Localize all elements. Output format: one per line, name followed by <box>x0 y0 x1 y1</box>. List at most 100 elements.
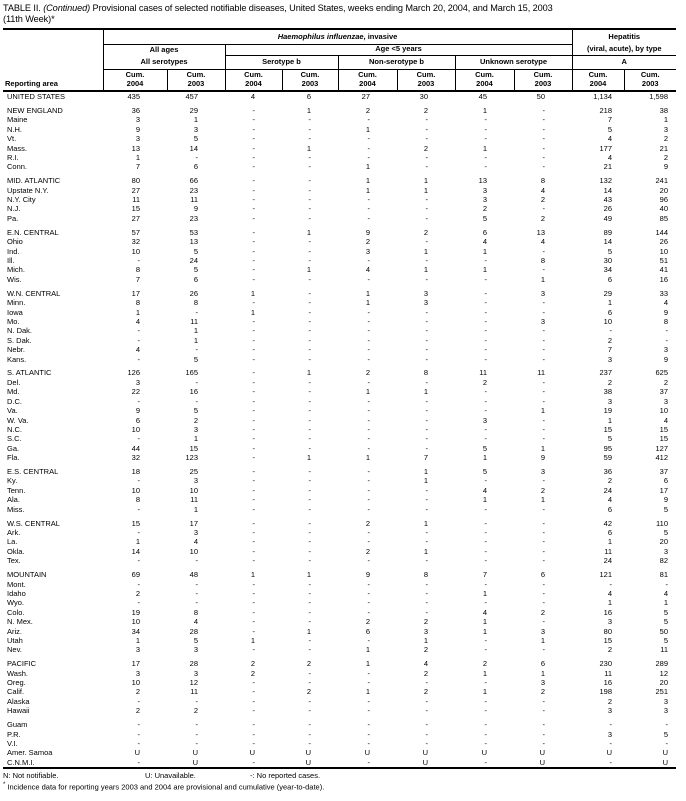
reporting-area-cell: Iowa <box>7 307 23 317</box>
value-cell: - <box>425 527 429 537</box>
value-cell: U <box>481 748 487 758</box>
value-cell: - <box>308 326 312 336</box>
value-cell: - <box>195 739 199 748</box>
value-cell: - <box>425 739 429 748</box>
value-cell: - <box>252 256 256 265</box>
value-cell: 2 <box>250 668 255 678</box>
value-cell: - <box>542 105 546 115</box>
table-row: Calif. 2 11 - 2 1 2 1 2 198 251 <box>3 687 676 696</box>
value-cell: - <box>425 162 429 172</box>
value-cell: 4 <box>423 659 428 669</box>
value-cell: - <box>484 504 488 514</box>
value-cell: - <box>308 588 312 598</box>
value-cell: - <box>367 706 371 716</box>
value-cell: - <box>425 537 429 547</box>
value-cell: 26 <box>659 237 669 247</box>
table-row: Oreg. 10 12 - - - - - 3 16 20 <box>3 678 676 687</box>
table-row: Nebr. 4 - - - - - - - 7 3 <box>3 345 676 354</box>
value-cell: - <box>484 124 488 134</box>
value-cell: - <box>252 237 256 247</box>
value-cell: 2 <box>423 687 428 697</box>
value-cell: - <box>252 204 256 214</box>
value-cell: 3 <box>540 467 546 477</box>
reporting-area-cell: Okla. <box>7 546 25 556</box>
value-cell: - <box>308 288 312 298</box>
value-cell: 3 <box>482 415 487 425</box>
reporting-area-cell: Va. <box>7 406 18 416</box>
value-cell: 6 <box>607 307 613 317</box>
reporting-area-cell: Wis. <box>7 274 22 284</box>
value-cell: 3 <box>540 288 546 298</box>
value-cell: 1 <box>607 598 613 608</box>
value-cell: 1 <box>250 288 255 298</box>
value-cell: - <box>484 706 488 716</box>
table-row: Tex. - - - - - - - - 24 82 <box>3 556 676 565</box>
value-cell: 16 <box>603 678 613 688</box>
value-cell: - <box>484 729 488 739</box>
value-cell: 1 <box>365 288 370 298</box>
value-cell: 37 <box>659 387 669 397</box>
value-cell: - <box>425 485 429 495</box>
reporting-area-cell: Wyo. <box>7 598 25 608</box>
value-cell: - <box>308 678 312 688</box>
value-cell: 34 <box>131 626 140 636</box>
value-cell: - <box>425 204 429 214</box>
table-title-line2: (11th Week)* <box>3 14 55 24</box>
value-cell: 6 <box>482 227 487 237</box>
value-cell: 12 <box>659 668 669 678</box>
value-cell: 2 <box>607 645 613 655</box>
value-cell: - <box>542 720 546 730</box>
value-cell: - <box>542 504 546 514</box>
value-cell: 1 <box>365 645 370 655</box>
value-cell: - <box>484 274 488 284</box>
reporting-area-cell: Tex. <box>7 556 21 566</box>
value-cell: - <box>252 739 256 748</box>
col-header-all-ages: All ages <box>102 44 225 55</box>
table-row: Mont. - - - - - - - - - - <box>3 580 676 589</box>
value-cell: 2 <box>482 659 487 669</box>
table-row: N. Mex. 10 4 - - 2 2 1 - 3 5 <box>3 617 676 626</box>
value-cell: - <box>252 518 256 528</box>
value-cell: 11 <box>190 687 198 697</box>
value-cell: 3 <box>607 617 613 627</box>
footnotes: N: Not notifiable. U: Unavailable. -: No r… <box>3 771 679 792</box>
value-cell: - <box>367 668 371 678</box>
value-cell: 1 <box>423 387 428 397</box>
value-cell: 6 <box>540 570 546 580</box>
value-cell: - <box>425 345 429 355</box>
table-row: N.C. 10 3 - - - - - - 15 15 <box>3 425 676 434</box>
value-cell: 40 <box>659 204 669 214</box>
value-cell: 29 <box>189 105 198 115</box>
value-cell: - <box>542 134 546 144</box>
reporting-area-cell: N.Y. City <box>7 195 36 205</box>
table-row: S. Dak. - 1 - - - - - - 2 - <box>3 336 676 345</box>
reporting-area-cell: Maine <box>7 115 28 125</box>
value-cell: - <box>425 335 429 345</box>
value-cell: - <box>308 518 312 528</box>
value-cell: 1 <box>482 495 487 505</box>
value-cell: - <box>425 504 429 514</box>
value-cell: - <box>195 579 199 589</box>
value-cell: - <box>137 396 141 406</box>
value-cell: 1 <box>193 326 198 336</box>
value-cell: 2 <box>663 134 669 144</box>
value-cell: - <box>195 729 199 739</box>
value-cell: - <box>252 185 256 195</box>
value-cell: - <box>665 720 669 730</box>
value-cell: 1 <box>365 659 370 669</box>
value-cell: 4 <box>607 134 613 144</box>
value-cell: 3 <box>135 377 140 387</box>
value-cell: - <box>308 237 312 247</box>
reporting-area-cell: La. <box>7 537 18 547</box>
value-cell: - <box>425 326 429 336</box>
col-header-hep-a: A <box>571 55 677 70</box>
value-cell: - <box>425 556 429 566</box>
value-cell: 3 <box>135 134 140 144</box>
value-cell: 11 <box>190 316 198 326</box>
value-cell: - <box>252 546 256 556</box>
value-cell: - <box>252 354 256 364</box>
value-cell: - <box>484 645 488 655</box>
value-cell: 5 <box>663 635 669 645</box>
value-cell: 24 <box>603 556 613 566</box>
value-cell: 19 <box>131 607 140 617</box>
